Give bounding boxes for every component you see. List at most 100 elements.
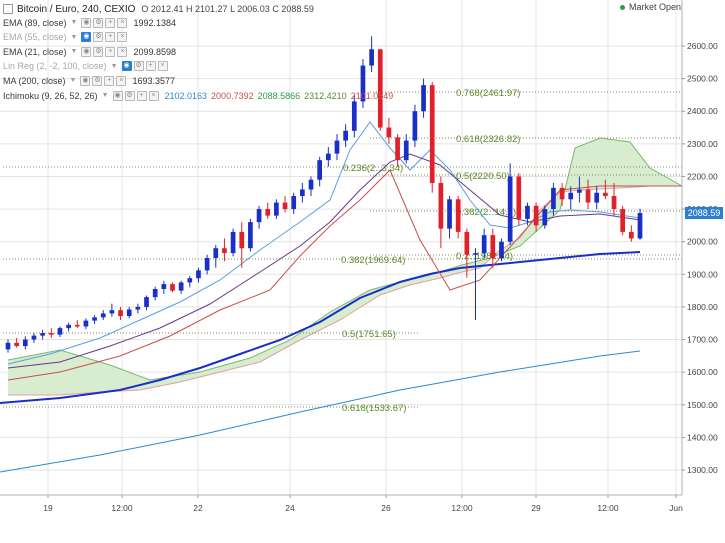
candle <box>464 228 470 278</box>
candle <box>516 173 522 226</box>
chevron-down-icon[interactable]: ▼ <box>69 77 77 85</box>
candle <box>438 176 444 249</box>
fib-level-label: 0.382(1969.64) <box>341 255 405 266</box>
candle <box>5 339 11 353</box>
candle-body <box>360 65 366 102</box>
ichimoku-value: 2312.4210 <box>304 90 347 101</box>
candle <box>308 176 314 197</box>
candle-body <box>48 333 54 335</box>
chevron-down-icon[interactable]: ▼ <box>101 92 109 99</box>
eye-icon[interactable]: ◉ <box>80 75 91 86</box>
indicator-name[interactable]: EMA (89, close) <box>3 17 67 28</box>
candle-body <box>551 187 556 210</box>
indicator-name[interactable]: Lin Reg (2, -2, 100, close) <box>3 61 107 72</box>
candle-body <box>637 212 643 239</box>
candle-body <box>74 324 80 327</box>
close-icon[interactable]: × <box>116 75 127 86</box>
fibonacci-levels[interactable]: 0.768(2461.97) 0.618(2326.82) 0.236(2‥3.34… <box>3 88 682 414</box>
lock-icon[interactable]: + <box>105 17 116 28</box>
candle-body <box>66 324 71 329</box>
lock-icon[interactable]: + <box>145 61 156 72</box>
eye-icon[interactable]: ◉ <box>112 90 123 101</box>
candle-body <box>239 231 245 249</box>
fib-level-label: 0.618(1533.67) <box>342 403 406 414</box>
candlesticks <box>5 36 643 353</box>
candle-body <box>256 209 262 223</box>
candle-body <box>542 209 548 226</box>
candle <box>291 192 297 214</box>
candle <box>109 303 115 317</box>
candle-body <box>196 270 201 279</box>
candle <box>395 134 400 167</box>
candle-body <box>403 140 409 161</box>
lock-icon[interactable]: + <box>105 32 116 43</box>
indicator-name[interactable]: MA (200, close) <box>3 75 66 86</box>
settings-icon[interactable]: ⚙ <box>93 46 104 57</box>
chevron-down-icon[interactable]: ▼ <box>70 33 78 41</box>
candle-body <box>620 209 626 232</box>
candle <box>92 315 97 324</box>
settings-icon[interactable]: ⚙ <box>133 61 144 72</box>
indicator-name[interactable]: EMA (21, close) <box>3 46 67 57</box>
eye-icon[interactable]: ◉ <box>81 17 92 28</box>
candle-body <box>386 127 392 138</box>
high-value: 2101.27 <box>195 4 228 14</box>
symbol-title[interactable]: Bitcoin / Euro, 240, CEXIO <box>17 3 136 15</box>
settings-icon[interactable]: ⚙ <box>92 75 103 86</box>
settings-icon[interactable]: ⚙ <box>93 17 104 28</box>
chevron-down-icon[interactable]: ▼ <box>70 19 78 26</box>
indicator-row[interactable]: EMA (21, close) ▼ ◉ ⚙ + × 2099.8598 <box>3 45 176 58</box>
time-tick-label: 12:00 <box>111 503 133 513</box>
market-status: Market Open <box>619 2 681 12</box>
fib-level-label: 0.236(2‥3.34) <box>343 163 403 174</box>
chart-axes: 2600.002500.002400.002300.002200.002100.… <box>0 0 718 513</box>
chevron-down-icon[interactable]: ▼ <box>110 62 118 70</box>
chart-type-icon[interactable] <box>3 4 13 14</box>
candle <box>525 202 530 226</box>
candle <box>325 147 331 167</box>
close-icon[interactable]: × <box>117 32 128 43</box>
close-icon[interactable]: × <box>117 46 128 57</box>
price-tick-label: 1500.00 <box>687 400 718 410</box>
candle <box>603 179 608 200</box>
price-tick-label: 1800.00 <box>687 302 718 312</box>
candle-body <box>317 160 323 180</box>
indicator-row[interactable]: Lin Reg (2, -2, 100, close) ▼ ◉ ⚙ + × <box>3 60 170 73</box>
candle <box>559 182 565 206</box>
eye-icon[interactable]: ◉ <box>121 61 132 72</box>
indicator-row[interactable]: EMA (89, close) ▼ ◉ ⚙ + × 1992.1384 <box>3 16 176 29</box>
symbol-header: Bitcoin / Euro, 240, CEXIO O 2012.41 H 2… <box>3 2 314 16</box>
lock-icon[interactable]: + <box>105 46 116 57</box>
indicator-value: 1693.3577 <box>132 75 176 86</box>
candle <box>230 228 236 257</box>
close-icon[interactable]: × <box>157 61 168 72</box>
close-icon[interactable]: × <box>117 17 128 28</box>
candle-body <box>473 253 478 255</box>
fib-level-label: 0.618(2326.82) <box>456 134 520 145</box>
price-tick-label: 1400.00 <box>687 432 718 442</box>
candle-body <box>135 306 141 310</box>
chevron-down-icon[interactable]: ▼ <box>70 48 78 56</box>
candle-body <box>126 309 132 317</box>
open-label: O <box>141 4 149 14</box>
indicator-name[interactable]: Ichimoku (9, 26, 52, 26) <box>3 90 98 101</box>
candle-body <box>412 111 418 141</box>
lock-icon[interactable]: + <box>136 90 147 101</box>
settings-icon[interactable]: ⚙ <box>124 90 135 101</box>
close-icon[interactable]: × <box>148 90 159 101</box>
candle-body <box>525 205 530 219</box>
settings-icon[interactable]: ⚙ <box>93 32 104 43</box>
indicator-name[interactable]: EMA (55, close) <box>3 32 67 43</box>
eye-icon[interactable]: ◉ <box>81 46 92 57</box>
candle-body <box>230 231 236 254</box>
lock-icon[interactable]: + <box>104 75 115 86</box>
indicator-row[interactable]: Ichimoku (9, 26, 52, 26) ▼ ◉ ⚙ + × 2102.0163 20… <box>3 89 393 102</box>
indicator-value: 2099.8598 <box>133 46 177 57</box>
candle <box>274 199 279 219</box>
indicator-row[interactable]: MA (200, close) ▼ ◉ ⚙ + × 1693.3577 <box>3 74 175 87</box>
fib-level-label: 0.382(2‥14.8) <box>456 207 516 218</box>
candle-body <box>31 335 37 340</box>
eye-icon[interactable]: ◉ <box>81 32 92 43</box>
indicator-row[interactable]: EMA (55, close) ▼ ◉ ⚙ + × <box>3 31 129 44</box>
